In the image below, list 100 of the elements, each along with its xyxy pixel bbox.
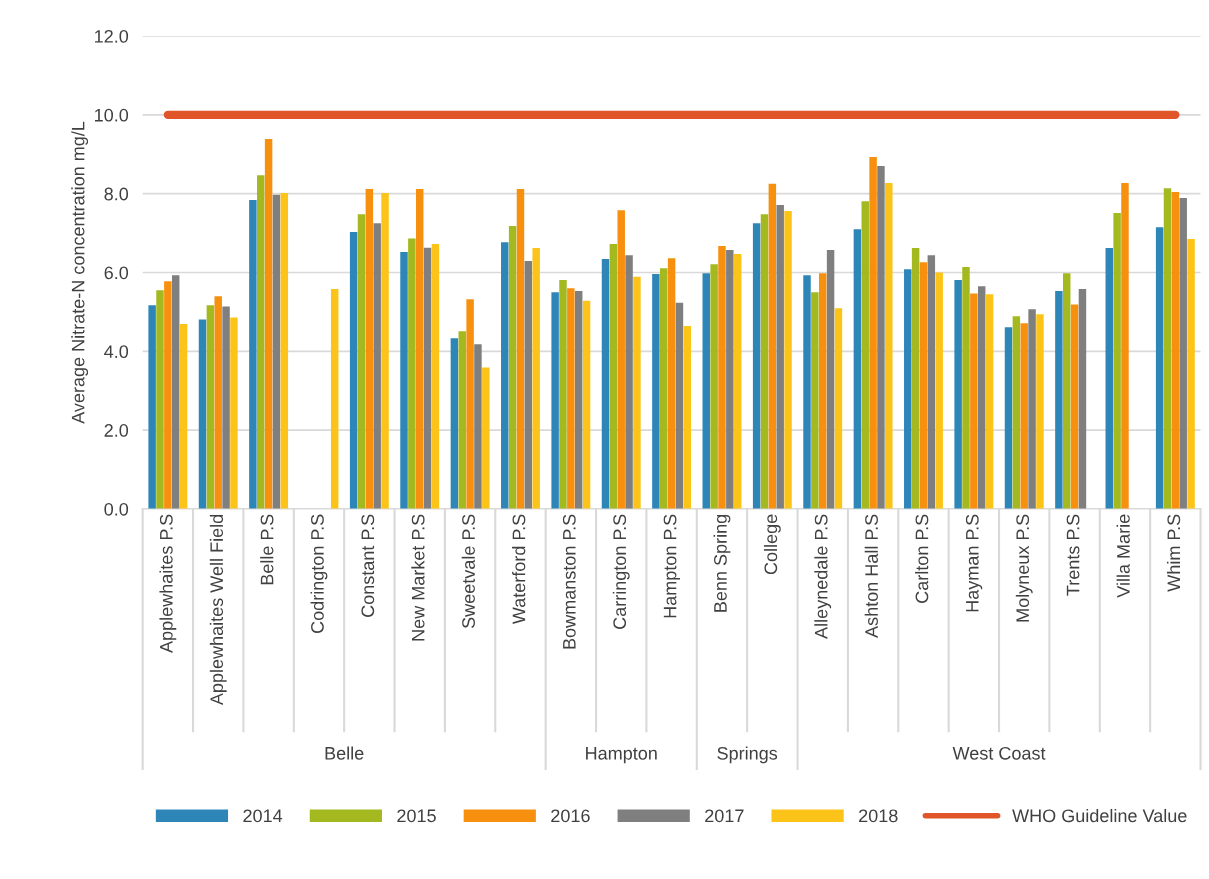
bar: [582, 300, 591, 509]
bar: [249, 199, 257, 509]
text: Hampton: [586, 747, 657, 764]
bar: [726, 250, 734, 509]
bar: [458, 331, 466, 509]
bar: [400, 252, 408, 509]
bar: [803, 275, 811, 509]
bar: [667, 258, 676, 509]
bar: [1004, 327, 1013, 509]
bar: [1063, 273, 1071, 509]
bar: [861, 201, 869, 509]
bar: [834, 308, 843, 509]
bar: [381, 192, 389, 509]
bar: [877, 166, 885, 509]
bar: [206, 305, 215, 509]
text: Belle: [325, 746, 364, 760]
bar: [567, 288, 575, 509]
bar: [516, 188, 525, 509]
x-tick-label: Carlton P.S: [915, 514, 929, 603]
bar: [214, 296, 222, 509]
bar: [357, 214, 366, 509]
bar: [330, 289, 339, 509]
bar: [482, 367, 490, 509]
bar: [532, 248, 540, 509]
bar: [431, 244, 440, 509]
y-tick-label: 10.0: [95, 108, 129, 122]
x-tick-label: Applewhaites P.S: [159, 514, 177, 653]
y-tick-label: 6.0: [104, 266, 129, 280]
x-tick-label: Trents P.S: [1066, 514, 1080, 596]
bar: [977, 286, 986, 509]
x-tick-label: Waterford P.S: [512, 514, 526, 625]
bar: [148, 305, 156, 509]
bar: [272, 194, 281, 509]
bar: [1020, 323, 1028, 509]
bar: [625, 255, 633, 509]
bar: [1121, 183, 1129, 509]
bar: [811, 292, 819, 509]
bar: [702, 273, 710, 509]
bar: [826, 250, 835, 509]
bar: [954, 279, 962, 509]
bar: [1105, 248, 1113, 509]
x-tick-label: Belle P.S: [260, 514, 274, 585]
x-tick-label: Alleynedale P.S: [814, 514, 832, 639]
bar: [970, 293, 978, 509]
x-tick-label: College: [763, 514, 781, 575]
bar: [1028, 309, 1036, 509]
bar: [609, 244, 618, 509]
text: Springs: [717, 746, 778, 764]
bar: [1055, 291, 1063, 509]
legend-label: WHO Guideline Value: [1012, 808, 1187, 823]
bar: [264, 138, 273, 509]
legend-label: 2017: [705, 809, 744, 823]
bar: [156, 290, 164, 509]
bar: [1070, 304, 1079, 509]
bar: [349, 231, 358, 509]
bar: [760, 214, 769, 509]
bar: [559, 279, 567, 509]
bar: [466, 299, 474, 509]
legend-label: 2014: [243, 809, 283, 823]
bar: [776, 205, 784, 509]
bar: [927, 255, 936, 509]
bar: [752, 223, 761, 509]
bar: [1012, 316, 1021, 509]
bar: [985, 294, 994, 509]
bar: [508, 225, 517, 509]
bar: [718, 246, 726, 509]
bar: [1036, 314, 1044, 509]
bar: [601, 259, 610, 509]
x-tick-label: Constant P.S: [361, 514, 375, 617]
bar: [652, 274, 660, 509]
y-tick-label: 12.0: [95, 29, 129, 43]
bar: [660, 268, 668, 509]
x-tick-label: Ashton Hall P.S: [864, 514, 878, 638]
bar: [164, 281, 172, 509]
bar: [179, 324, 188, 509]
bar: [501, 242, 509, 509]
y-tick-label: 2.0: [104, 424, 129, 437]
bar: [885, 183, 893, 509]
bar: [1187, 238, 1195, 509]
bar: [574, 291, 583, 509]
bar: [474, 344, 482, 509]
bar: [1163, 188, 1172, 509]
bar: [1113, 212, 1121, 509]
y-axis-title: Average Nitrate-N concentration mg/L: [71, 121, 89, 424]
bar: [935, 272, 943, 509]
bar: [415, 188, 424, 509]
text: West Coast: [952, 746, 1046, 760]
bar: [784, 211, 792, 509]
bar: [733, 253, 742, 509]
bar: [818, 273, 827, 509]
bar: [853, 229, 862, 509]
bar: [911, 248, 920, 509]
bar: [962, 266, 970, 509]
x-tick-label: Villa Marie: [1116, 514, 1130, 598]
bar: [408, 238, 416, 509]
bar: [675, 302, 684, 509]
bar: [257, 175, 265, 509]
x-tick-label: Codrington P.S: [310, 514, 328, 633]
bar: [633, 276, 641, 509]
bar: [1179, 198, 1187, 509]
